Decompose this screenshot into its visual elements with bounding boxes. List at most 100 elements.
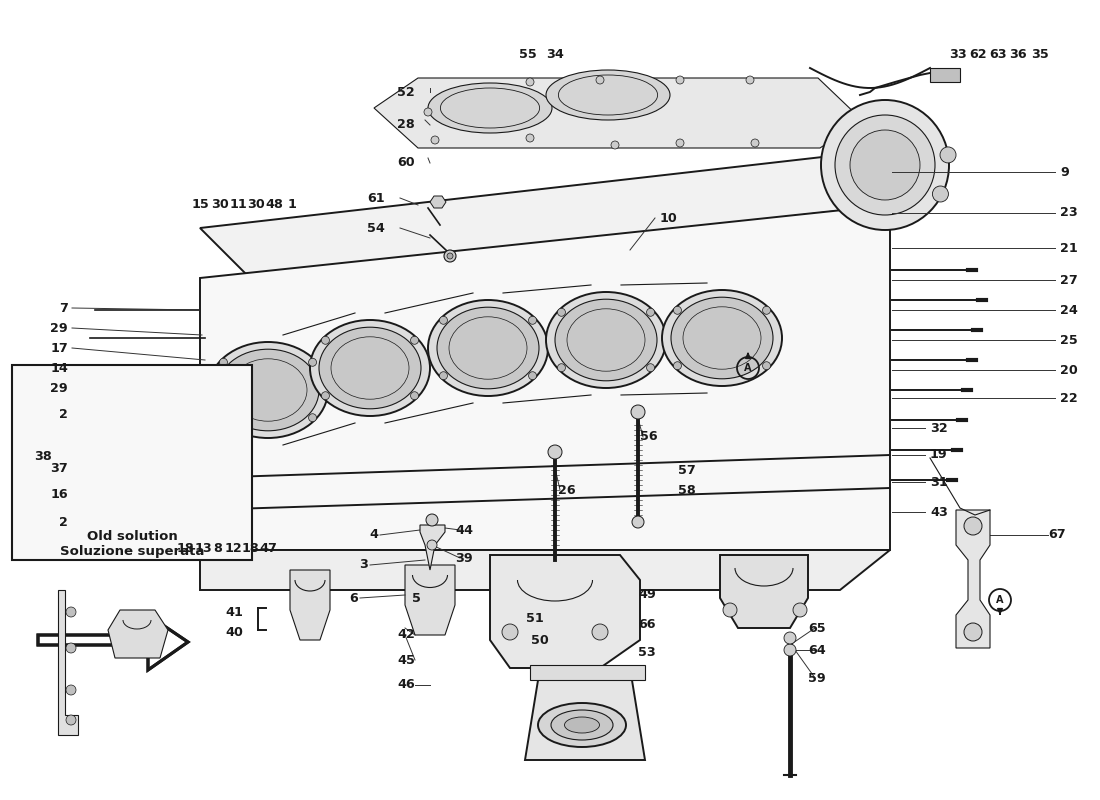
Circle shape <box>676 139 684 147</box>
Ellipse shape <box>428 300 548 396</box>
Circle shape <box>528 372 537 380</box>
Circle shape <box>610 141 619 149</box>
Ellipse shape <box>556 299 657 381</box>
Circle shape <box>940 147 956 163</box>
Ellipse shape <box>319 327 421 409</box>
Circle shape <box>444 250 456 262</box>
Circle shape <box>528 316 537 324</box>
Ellipse shape <box>217 349 319 430</box>
Text: 66: 66 <box>638 618 656 631</box>
Text: 31: 31 <box>930 475 948 489</box>
Circle shape <box>751 139 759 147</box>
Text: 42: 42 <box>397 629 415 642</box>
Text: 41: 41 <box>226 606 243 618</box>
Circle shape <box>66 685 76 695</box>
Ellipse shape <box>546 292 666 388</box>
Text: 62: 62 <box>969 49 987 62</box>
Circle shape <box>964 517 982 535</box>
Text: 14: 14 <box>51 362 68 374</box>
Circle shape <box>424 108 432 116</box>
Text: 30: 30 <box>211 198 229 210</box>
Text: 2: 2 <box>59 409 68 422</box>
Circle shape <box>426 514 438 526</box>
Polygon shape <box>430 196 446 208</box>
Text: 50: 50 <box>531 634 549 646</box>
Text: 28: 28 <box>397 118 415 131</box>
Text: 63: 63 <box>989 49 1006 62</box>
Text: 59: 59 <box>808 671 826 685</box>
Text: 40: 40 <box>226 626 243 638</box>
Ellipse shape <box>428 83 552 133</box>
Text: 47: 47 <box>260 542 277 554</box>
Text: 45: 45 <box>397 654 415 666</box>
Text: 13: 13 <box>194 542 212 554</box>
Circle shape <box>631 405 645 419</box>
Circle shape <box>308 414 317 422</box>
Polygon shape <box>290 570 330 640</box>
Circle shape <box>676 76 684 84</box>
Polygon shape <box>525 668 645 760</box>
Circle shape <box>784 644 796 656</box>
Text: 29: 29 <box>51 382 68 394</box>
Text: 37: 37 <box>51 462 68 474</box>
Circle shape <box>964 623 982 641</box>
Text: 64: 64 <box>808 643 826 657</box>
Text: 11: 11 <box>229 198 246 210</box>
Circle shape <box>440 316 448 324</box>
Circle shape <box>647 308 654 316</box>
Text: 21: 21 <box>1060 242 1078 254</box>
Text: 10: 10 <box>660 211 678 225</box>
Polygon shape <box>956 510 990 648</box>
Polygon shape <box>530 665 645 680</box>
Text: 9: 9 <box>1060 166 1069 178</box>
Circle shape <box>784 632 796 644</box>
Text: 12: 12 <box>224 542 242 554</box>
Text: 8: 8 <box>213 542 222 554</box>
Text: 44: 44 <box>455 523 473 537</box>
Ellipse shape <box>821 100 949 230</box>
Text: 60: 60 <box>397 157 415 170</box>
Text: 32: 32 <box>930 422 948 434</box>
Circle shape <box>558 308 565 316</box>
Text: 26: 26 <box>558 483 575 497</box>
Circle shape <box>308 358 317 366</box>
Circle shape <box>447 253 453 259</box>
Polygon shape <box>108 610 168 658</box>
Polygon shape <box>720 555 808 628</box>
Text: 56: 56 <box>640 430 658 443</box>
Text: 52: 52 <box>397 86 415 98</box>
Text: 18: 18 <box>241 542 258 554</box>
Text: A: A <box>745 363 751 373</box>
Text: 7: 7 <box>59 302 68 314</box>
Text: 29: 29 <box>51 322 68 334</box>
Text: 19: 19 <box>930 449 948 462</box>
Ellipse shape <box>835 115 935 215</box>
Circle shape <box>321 392 330 400</box>
Ellipse shape <box>850 130 920 200</box>
Text: 2: 2 <box>59 517 68 530</box>
Text: 43: 43 <box>930 506 948 518</box>
Circle shape <box>410 392 418 400</box>
Polygon shape <box>200 550 890 590</box>
Circle shape <box>440 372 448 380</box>
Text: 16: 16 <box>51 489 68 502</box>
Polygon shape <box>39 615 188 670</box>
Circle shape <box>762 362 770 370</box>
Text: 51: 51 <box>526 611 543 625</box>
Polygon shape <box>930 68 960 82</box>
Circle shape <box>746 76 754 84</box>
Text: 33: 33 <box>949 49 967 62</box>
Text: 24: 24 <box>1060 303 1078 317</box>
Circle shape <box>558 364 565 372</box>
Text: 67: 67 <box>1048 529 1066 542</box>
Ellipse shape <box>564 717 600 733</box>
Ellipse shape <box>208 342 328 438</box>
Text: la passion
pour l'excellence: la passion pour l'excellence <box>383 277 777 563</box>
Text: 4: 4 <box>368 529 378 542</box>
Text: 36: 36 <box>1009 49 1026 62</box>
Circle shape <box>526 134 534 142</box>
Text: 23: 23 <box>1060 206 1078 219</box>
Text: 61: 61 <box>367 191 385 205</box>
Circle shape <box>66 643 76 653</box>
Text: Old solution: Old solution <box>87 530 177 543</box>
